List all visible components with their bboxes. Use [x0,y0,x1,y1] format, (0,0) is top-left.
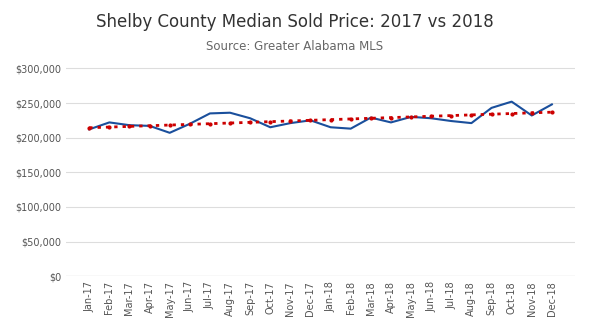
Text: Shelby County Median Sold Price: 2017 vs 2018: Shelby County Median Sold Price: 2017 vs… [96,13,494,31]
Text: Source: Greater Alabama MLS: Source: Greater Alabama MLS [206,40,384,53]
